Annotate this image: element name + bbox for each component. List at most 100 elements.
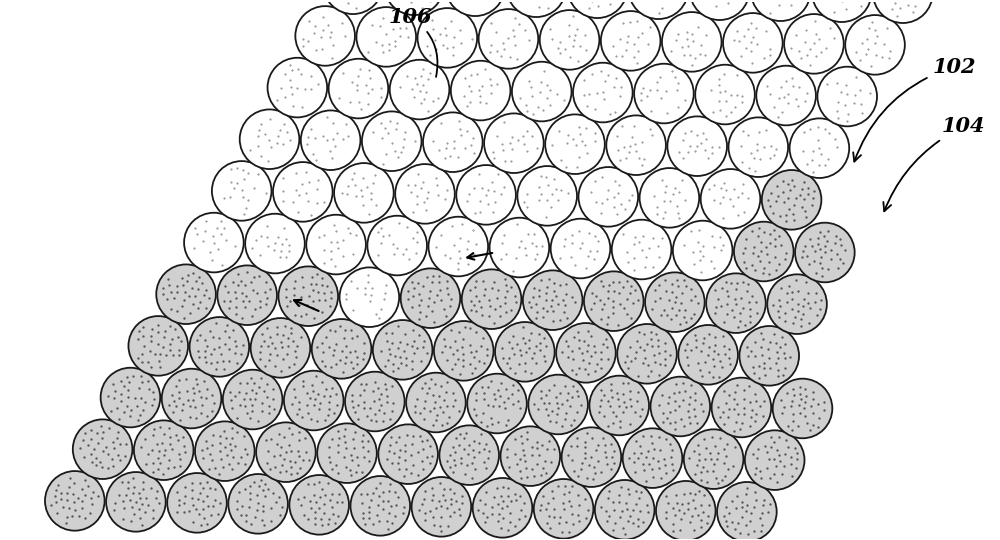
Circle shape	[706, 273, 766, 333]
Circle shape	[162, 369, 221, 428]
Circle shape	[584, 272, 644, 331]
Circle shape	[562, 427, 621, 487]
Circle shape	[240, 110, 299, 169]
Circle shape	[73, 420, 132, 479]
Circle shape	[728, 117, 788, 177]
Circle shape	[317, 423, 377, 483]
Text: 106: 106	[389, 7, 437, 77]
Circle shape	[340, 267, 399, 327]
Circle shape	[350, 476, 410, 536]
Circle shape	[523, 271, 582, 330]
Circle shape	[312, 319, 371, 379]
Circle shape	[656, 481, 716, 540]
Circle shape	[406, 373, 466, 433]
Circle shape	[640, 168, 699, 228]
Circle shape	[595, 480, 654, 539]
Circle shape	[217, 265, 277, 325]
Circle shape	[845, 15, 905, 75]
Circle shape	[45, 471, 105, 531]
Circle shape	[484, 113, 544, 173]
Circle shape	[479, 9, 538, 69]
Circle shape	[128, 316, 188, 376]
Circle shape	[545, 114, 605, 174]
Circle shape	[623, 428, 682, 488]
Circle shape	[673, 221, 732, 280]
Circle shape	[256, 422, 316, 482]
Circle shape	[412, 477, 471, 537]
Circle shape	[245, 214, 305, 273]
Circle shape	[467, 374, 527, 433]
Circle shape	[601, 11, 660, 71]
Circle shape	[662, 12, 722, 72]
Circle shape	[428, 217, 488, 276]
Circle shape	[434, 321, 494, 381]
Circle shape	[184, 213, 244, 272]
Circle shape	[106, 472, 166, 532]
Circle shape	[273, 162, 333, 222]
Circle shape	[490, 218, 549, 278]
Circle shape	[517, 166, 577, 226]
Circle shape	[790, 118, 849, 178]
Circle shape	[190, 317, 249, 377]
Circle shape	[456, 165, 516, 225]
Circle shape	[378, 424, 438, 484]
Circle shape	[306, 215, 366, 274]
Circle shape	[745, 430, 804, 490]
Circle shape	[329, 59, 388, 118]
Circle shape	[773, 379, 832, 438]
Circle shape	[739, 326, 799, 386]
Circle shape	[395, 164, 455, 224]
Circle shape	[578, 167, 638, 227]
Circle shape	[629, 0, 688, 19]
Circle shape	[418, 8, 477, 68]
Circle shape	[534, 479, 593, 538]
Circle shape	[167, 473, 227, 532]
Text: 104: 104	[883, 116, 986, 211]
Circle shape	[195, 421, 255, 481]
Circle shape	[684, 429, 743, 489]
Circle shape	[751, 0, 810, 21]
Circle shape	[301, 110, 360, 170]
Circle shape	[212, 161, 272, 221]
Circle shape	[223, 370, 282, 429]
Circle shape	[495, 322, 555, 382]
Circle shape	[812, 0, 872, 22]
Circle shape	[156, 265, 216, 324]
Circle shape	[795, 222, 855, 282]
Circle shape	[540, 10, 599, 70]
Circle shape	[651, 377, 710, 436]
Circle shape	[423, 112, 483, 172]
Circle shape	[617, 324, 677, 383]
Circle shape	[323, 0, 383, 14]
Circle shape	[445, 0, 505, 16]
Circle shape	[717, 482, 777, 540]
Circle shape	[678, 325, 738, 384]
Circle shape	[390, 60, 449, 119]
Circle shape	[284, 371, 344, 430]
Circle shape	[551, 219, 610, 278]
Circle shape	[667, 117, 727, 176]
Circle shape	[568, 0, 627, 18]
Circle shape	[634, 64, 694, 123]
Circle shape	[295, 6, 355, 66]
Circle shape	[278, 266, 338, 326]
Circle shape	[712, 377, 771, 437]
Circle shape	[612, 220, 671, 279]
Circle shape	[701, 169, 760, 228]
Circle shape	[228, 474, 288, 534]
Circle shape	[756, 66, 816, 125]
Circle shape	[589, 376, 649, 435]
Circle shape	[101, 368, 160, 427]
Circle shape	[723, 13, 783, 73]
Circle shape	[462, 269, 521, 329]
Circle shape	[784, 14, 844, 73]
Circle shape	[439, 426, 499, 485]
Circle shape	[384, 0, 444, 15]
Circle shape	[289, 475, 349, 535]
Circle shape	[362, 111, 422, 171]
Circle shape	[334, 163, 394, 222]
Circle shape	[401, 268, 460, 328]
Circle shape	[762, 170, 821, 230]
Text: 102: 102	[853, 57, 976, 161]
Circle shape	[573, 63, 633, 123]
